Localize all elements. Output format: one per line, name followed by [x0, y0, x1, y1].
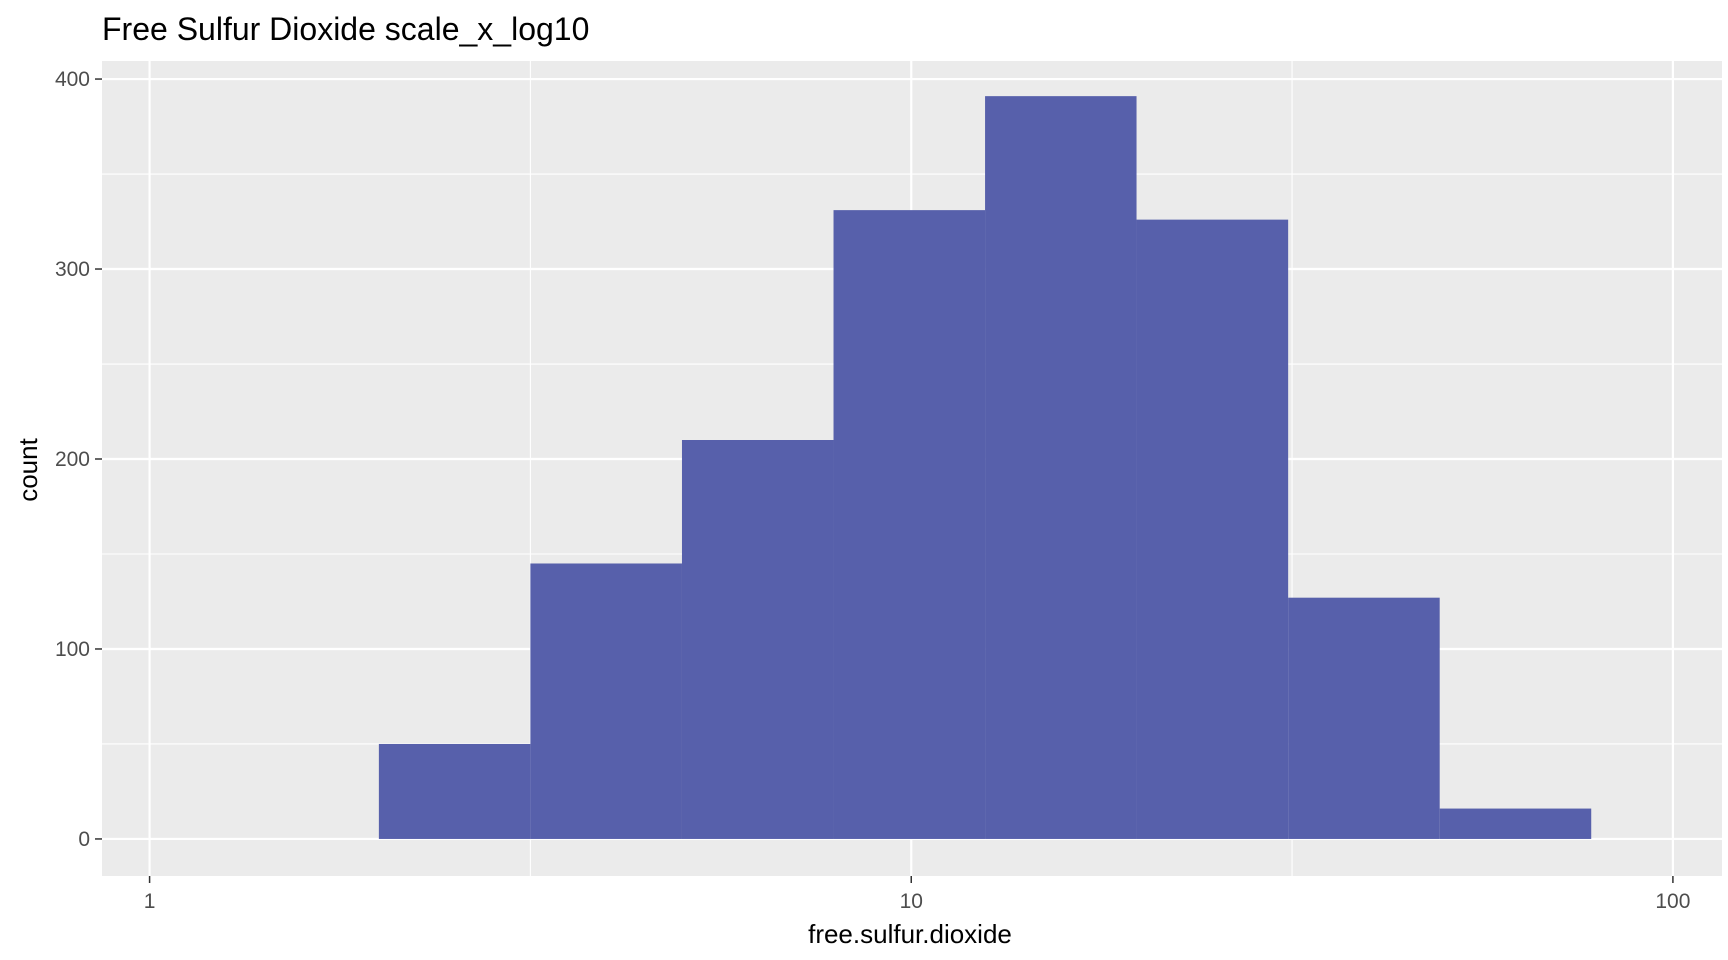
- x-tick-label: 1: [144, 890, 156, 913]
- histogram-bar-3: [681, 440, 834, 839]
- x-axis-title: free.sulfur.dioxide: [808, 919, 1012, 949]
- y-axis-title: count: [13, 437, 43, 501]
- x-tick-label: 10: [900, 890, 923, 913]
- histogram-bar-7: [1288, 597, 1440, 839]
- y-tick-label: 300: [55, 258, 90, 281]
- y-tick-label: 400: [55, 68, 90, 91]
- histogram-bar-4: [833, 210, 986, 839]
- x-tick-label: 100: [1655, 890, 1690, 913]
- x-axis: 1 10 100: [144, 876, 1690, 913]
- chart-title: Free Sulfur Dioxide scale_x_log10: [102, 11, 589, 47]
- histogram-bar-6: [1136, 219, 1289, 839]
- histogram-bar-8: [1439, 808, 1592, 839]
- y-axis: 0 100 200 300 400: [55, 68, 102, 851]
- histogram-bar-1: [378, 743, 531, 839]
- y-tick-label: 0: [78, 828, 90, 851]
- histogram-bar-5: [985, 96, 1137, 839]
- histogram-bar-2: [530, 563, 682, 839]
- histogram-bars: [378, 96, 1592, 839]
- y-tick-label: 200: [55, 448, 90, 471]
- y-tick-label: 100: [55, 638, 90, 661]
